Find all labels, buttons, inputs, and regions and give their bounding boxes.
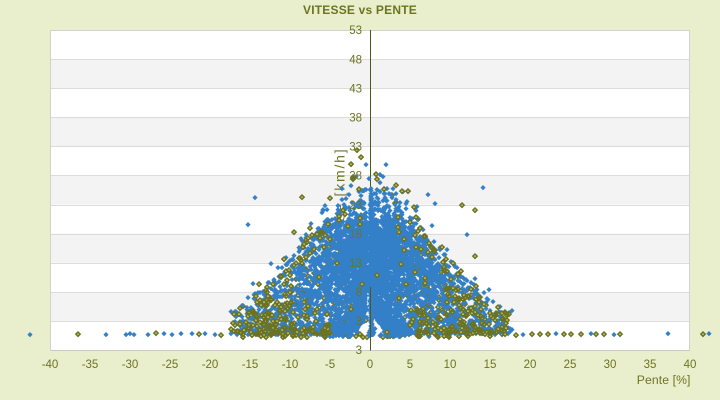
svg-text:13: 13	[349, 258, 362, 270]
svg-text:0: 0	[367, 359, 373, 371]
svg-text:VITESSE vs PENTE: VITESSE vs PENTE	[303, 3, 417, 17]
svg-text:-25: -25	[162, 359, 179, 371]
svg-text:-30: -30	[122, 359, 139, 371]
svg-text:Pente [%]: Pente [%]	[637, 373, 691, 387]
svg-text:38: 38	[349, 112, 362, 124]
svg-text:-40: -40	[42, 359, 59, 371]
svg-text:33: 33	[349, 142, 362, 154]
svg-text:-20: -20	[202, 359, 219, 371]
svg-text:-35: -35	[82, 359, 99, 371]
svg-text:43: 43	[349, 83, 362, 95]
svg-text:30: 30	[604, 359, 617, 371]
svg-text:8: 8	[356, 287, 362, 299]
svg-text:28: 28	[349, 171, 362, 183]
svg-text:20: 20	[524, 359, 537, 371]
svg-text:18: 18	[349, 229, 362, 241]
svg-text:-10: -10	[282, 359, 299, 371]
svg-text:48: 48	[349, 54, 362, 66]
svg-text:3: 3	[356, 316, 362, 328]
svg-text:53: 53	[349, 25, 362, 37]
svg-text:-5: -5	[325, 359, 335, 371]
svg-text:35: 35	[644, 359, 657, 371]
svg-text:5: 5	[407, 359, 413, 371]
svg-text:25: 25	[564, 359, 577, 371]
svg-text:-15: -15	[242, 359, 259, 371]
svg-text:10: 10	[444, 359, 457, 371]
svg-text:15: 15	[484, 359, 497, 371]
svg-text:3: 3	[356, 345, 362, 357]
svg-text:40: 40	[684, 359, 697, 371]
svg-text:23: 23	[349, 200, 362, 212]
